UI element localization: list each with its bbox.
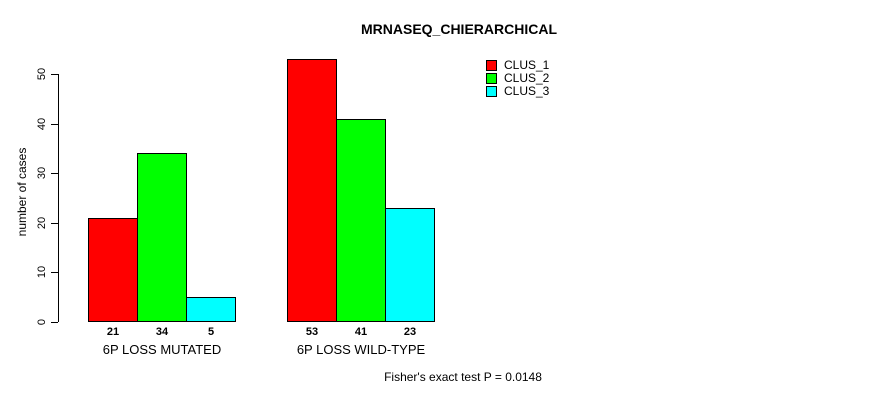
bar-clus_3-group2 [385,208,435,322]
legend-label: CLUS_3 [504,84,550,98]
bar-clus_2-group1 [137,153,187,322]
bar-value-label: 34 [155,326,169,338]
y-tick-label: 50 [36,67,48,81]
y-tick-label: 30 [36,167,48,180]
legend-swatch-clus_2 [486,73,497,84]
y-tick-mark [51,222,58,224]
y-tick-mark [51,123,58,125]
bar-value-label: 41 [354,326,368,338]
y-tick-mark [51,74,58,75]
bar-clus_1-group2 [287,59,337,322]
y-axis-line [58,74,59,322]
legend: CLUS_1 CLUS_2 CLUS_3 [486,58,550,99]
legend-item: CLUS_1 [486,58,550,72]
y-tick-label: 20 [36,216,48,229]
bar-clus_3-group1 [186,297,236,322]
bar-value-label: 5 [207,326,215,338]
category-label: 6P LOSS MUTATED [102,342,222,357]
bar-value-label: 53 [305,326,319,338]
y-tick-mark [51,173,58,175]
bar-value-label: 21 [106,326,120,338]
annotation-fisher-test: Fisher's exact test P = 0.0148 [384,370,542,384]
y-tick-label: 0 [36,318,48,326]
legend-label: CLUS_2 [504,71,550,85]
y-tick-mark [51,272,58,274]
legend-swatch-clus_3 [486,86,497,97]
legend-label: CLUS_1 [504,58,550,72]
legend-swatch-clus_1 [486,60,497,71]
bar-clus_2-group2 [336,119,386,322]
y-tick-label: 40 [36,117,48,130]
bar-value-label: 23 [403,326,417,338]
y-tick-mark [51,322,58,323]
legend-item: CLUS_3 [486,84,550,98]
y-axis-title: number of cases [15,147,29,237]
y-tick-label: 10 [36,266,48,279]
bar-clus_1-group1 [88,218,138,322]
legend-item: CLUS_2 [486,71,550,85]
category-label: 6P LOSS WILD-TYPE [296,342,426,357]
chart-title: MRNASEQ_CHIERARCHICAL [360,21,558,37]
